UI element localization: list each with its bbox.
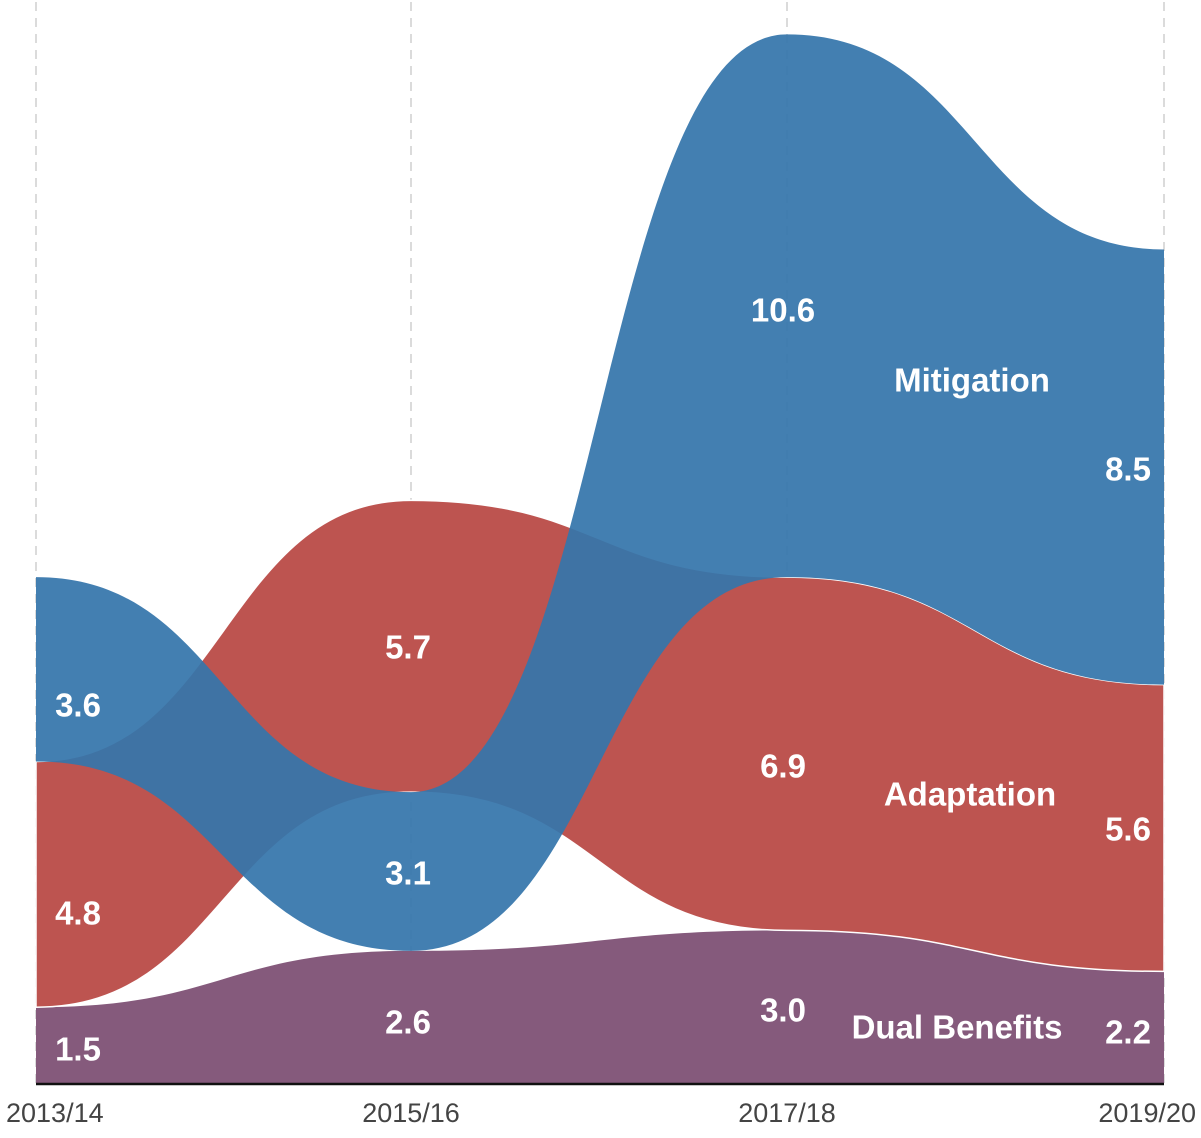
value-labels: 1.5 2.6 3.0 2.2 4.8 5.7 6.9 5.6 3.6 3.1 10.6 8.5 (55, 292, 1151, 1068)
value-label-mitigation: 3.6 (55, 687, 101, 724)
value-label-dual: 2.2 (1105, 1014, 1151, 1051)
value-label-adaptation: 4.8 (55, 895, 101, 932)
value-label-adaptation: 6.9 (760, 748, 806, 785)
area-dual-benefits (36, 930, 1164, 1084)
value-label-mitigation: 3.1 (385, 855, 431, 892)
value-label-dual: 2.6 (385, 1004, 431, 1041)
x-axis-ticks: 2013/14 2015/16 2017/18 2019/20 (6, 1098, 1196, 1128)
x-tick-label: 2013/14 (6, 1098, 104, 1128)
series-name-adaptation: Adaptation (884, 776, 1056, 813)
series-names: Dual Benefits Adaptation Mitigation (852, 362, 1063, 1046)
value-label-mitigation: 10.6 (751, 292, 815, 329)
value-label-adaptation: 5.6 (1105, 811, 1151, 848)
area-mitigation (36, 34, 1164, 951)
x-tick-label: 2017/18 (738, 1098, 836, 1128)
series-name-dual-benefits: Dual Benefits (852, 1009, 1063, 1046)
value-label-dual: 3.0 (760, 992, 806, 1029)
value-label-dual: 1.5 (55, 1031, 101, 1068)
value-label-adaptation: 5.7 (385, 629, 431, 666)
x-tick-label: 2015/16 (362, 1098, 460, 1128)
x-tick-label: 2019/20 (1098, 1098, 1196, 1128)
series-name-mitigation: Mitigation (894, 362, 1050, 399)
value-label-mitigation: 8.5 (1105, 451, 1151, 488)
areas (35, 34, 1165, 1084)
